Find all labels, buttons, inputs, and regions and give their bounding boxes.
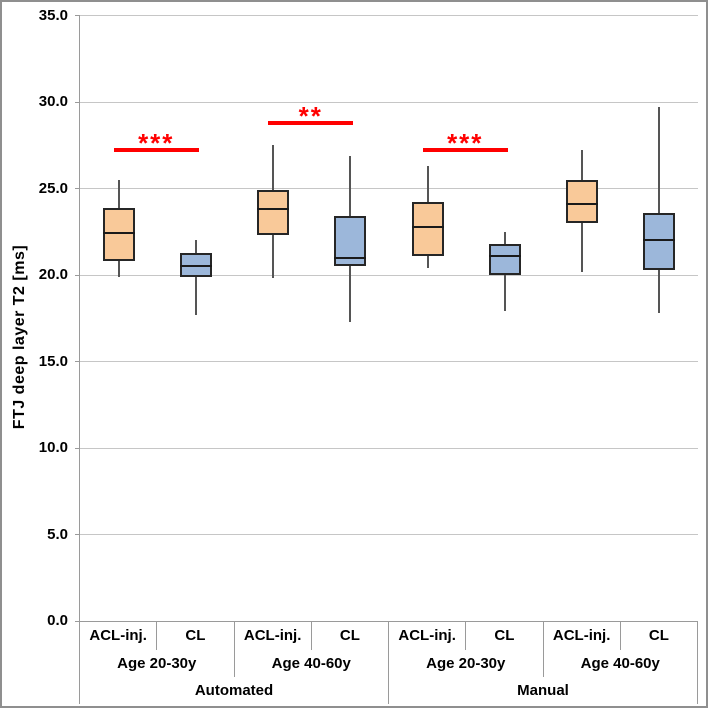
significance-stars: *** (138, 128, 175, 159)
boxplot-box (566, 179, 599, 224)
y-tick (75, 101, 80, 103)
gridline (80, 101, 698, 103)
boxplot-box (488, 243, 521, 275)
x-label-subject: CL (621, 621, 698, 650)
y-tick (75, 534, 80, 535)
y-tick-label: 25.0 (38, 179, 68, 197)
gridline (80, 361, 698, 362)
y-tick-label: 15.0 (38, 352, 68, 370)
gridline (80, 447, 698, 449)
median-line (102, 232, 135, 235)
median-line (566, 203, 599, 206)
whisker (194, 240, 197, 315)
y-tick (75, 188, 80, 189)
gridline (80, 620, 698, 622)
x-label-subject: ACL-inj. (235, 621, 312, 650)
x-label-subject: ACL-inj. (389, 621, 467, 650)
y-tick (75, 15, 80, 16)
median-line (488, 254, 521, 257)
x-label-subject: CL (157, 621, 235, 650)
boxplot-box (257, 190, 290, 236)
gridline (80, 274, 698, 276)
x-label-age-group: Age 40-60y (544, 650, 698, 677)
x-axis-row-subject: ACL-inj. CL ACL-inj. CL ACL-inj. CL ACL-inj. CL (80, 621, 698, 650)
y-tick-label: 20.0 (38, 266, 68, 283)
y-tick-label: 5.0 (47, 525, 68, 543)
significance-bar (268, 120, 354, 125)
x-axis-row-method: Automated Manual (80, 677, 698, 704)
median-line (179, 265, 212, 268)
median-line (257, 208, 290, 211)
gridline (80, 188, 698, 189)
x-label-subject: CL (312, 621, 389, 650)
median-line (411, 225, 444, 228)
y-tick-label: 10.0 (38, 439, 68, 456)
boxplot-box (334, 216, 367, 267)
significance-bar (422, 148, 508, 153)
y-tick (75, 620, 80, 622)
x-label-subject: ACL-inj. (80, 621, 158, 650)
x-label-age-group: Age 40-60y (235, 650, 389, 677)
x-label-method: Automated (80, 677, 389, 704)
y-tick-label: 30.0 (38, 93, 68, 110)
x-label-subject: CL (466, 621, 544, 650)
y-tick (75, 274, 80, 276)
whisker (658, 107, 661, 314)
y-tick (75, 447, 80, 449)
y-tick-label: 35.0 (38, 6, 68, 24)
median-line (334, 256, 367, 259)
significance-stars: ** (298, 100, 323, 131)
median-line (643, 239, 676, 242)
x-label-age-group: Age 20-30y (389, 650, 544, 677)
x-label-method: Manual (389, 677, 698, 704)
y-axis-title: FTJ deep layer T2 [ms] (11, 244, 28, 430)
y-axis-line (79, 15, 80, 704)
significance-stars: *** (447, 128, 484, 159)
x-axis-row-age-group: Age 20-30y Age 40-60y Age 20-30y Age 40-60y (80, 650, 698, 677)
gridline (80, 15, 698, 16)
gridline (80, 534, 698, 535)
x-label-age-group: Age 20-30y (80, 650, 235, 677)
boxplot-box (179, 252, 212, 277)
x-label-subject: ACL-inj. (544, 621, 621, 650)
y-tick (75, 361, 80, 362)
significance-bar (113, 148, 199, 153)
boxplot-box (411, 202, 444, 256)
y-tick-label: 0.0 (47, 612, 68, 629)
